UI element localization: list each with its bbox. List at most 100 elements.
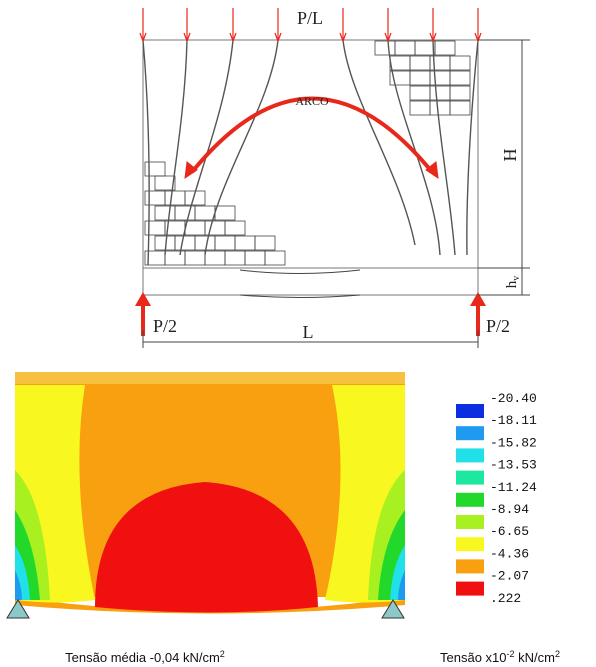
- beam-deflection: [239, 294, 361, 298]
- legend-label: -13.53: [490, 458, 537, 473]
- brick: [434, 40, 456, 56]
- caption-sup: 2: [555, 649, 560, 659]
- stress-contour: [6, 372, 405, 619]
- brick: [244, 250, 266, 266]
- caption-text: kN/cm: [515, 650, 555, 665]
- brick: [414, 40, 436, 56]
- load-arrow-head: [139, 32, 147, 43]
- brick: [409, 100, 431, 116]
- brick: [184, 220, 206, 236]
- legend: -20.40 -18.11 -15.82 -13.53 -11.24 -8.94 -6.65…: [456, 391, 537, 606]
- legend-label: -6.65: [490, 524, 529, 539]
- legend-label: -20.40: [490, 391, 537, 406]
- brick: [154, 205, 176, 221]
- brick: [374, 40, 396, 56]
- beam-deflection: [239, 269, 361, 274]
- load-arrow-head: [384, 32, 392, 43]
- arch-arrowheads: [184, 161, 439, 180]
- legend-swatch: [456, 426, 484, 441]
- brick: [194, 235, 216, 251]
- legend-label: -8.94: [490, 502, 529, 517]
- arch: [190, 96, 434, 174]
- height-label: H: [500, 149, 520, 162]
- brick: [164, 190, 186, 206]
- brick: [409, 85, 431, 101]
- contour-zone: [15, 597, 405, 614]
- hv-base: h: [504, 280, 520, 288]
- caption-left: Tensão média -0,04 kN/cm2: [65, 649, 225, 665]
- brick: [264, 250, 286, 266]
- bricks: [144, 40, 471, 266]
- brick: [184, 250, 206, 266]
- dimension-lines: [142, 39, 530, 348]
- brick: [144, 220, 166, 236]
- wall-outline: [142, 39, 479, 296]
- brick: [144, 190, 166, 206]
- arch-label: ARCO: [295, 94, 329, 108]
- brick: [204, 220, 226, 236]
- brick: [394, 40, 416, 56]
- brick: [144, 161, 166, 177]
- brick: [234, 235, 256, 251]
- brick: [449, 100, 471, 116]
- brick: [214, 205, 236, 221]
- left-reaction: P/2: [153, 316, 177, 336]
- brick: [224, 220, 246, 236]
- caption-text: Tensão média -0,04 kN/cm: [65, 650, 220, 665]
- legend-label: -15.82: [490, 435, 537, 450]
- right-reaction: P/2: [486, 316, 510, 336]
- legend-label: -4.36: [490, 546, 529, 561]
- brick: [194, 205, 216, 221]
- reaction-heads: [135, 292, 486, 306]
- legend-label: -18.11: [490, 413, 537, 428]
- beam-diagram: [135, 8, 530, 348]
- load-label: P/L: [297, 8, 323, 28]
- legend-swatch: [456, 492, 484, 507]
- legend-swatch: [456, 470, 484, 485]
- brick: [429, 100, 451, 116]
- brick: [254, 235, 276, 251]
- load-paths: [142, 39, 479, 266]
- load-arrow-head: [339, 32, 347, 43]
- brick: [409, 55, 431, 71]
- load-arrow-head: [274, 32, 282, 43]
- legend-label: -11.24: [490, 480, 537, 495]
- brick: [429, 70, 451, 86]
- brick: [449, 85, 471, 101]
- legend-swatch: [456, 559, 484, 574]
- legend-label: -2.07: [490, 569, 529, 584]
- hv-label: hv: [504, 276, 522, 289]
- brick: [214, 235, 236, 251]
- caption-sup: -2: [507, 649, 515, 659]
- contour-zone: [15, 372, 405, 384]
- brick: [449, 55, 471, 71]
- legend-swatch: [456, 515, 484, 529]
- brick: [174, 235, 196, 251]
- brick: [204, 250, 226, 266]
- brick: [174, 205, 196, 221]
- legend-swatch: [456, 537, 484, 552]
- legend-swatch: [456, 404, 484, 418]
- distributed-load: [139, 8, 482, 43]
- brick: [409, 70, 431, 86]
- load-arrow-head: [474, 32, 482, 43]
- brick: [389, 55, 411, 71]
- load-arrow-head: [429, 32, 437, 43]
- brick: [154, 175, 176, 191]
- caption-sup: 2: [220, 649, 225, 659]
- load-arrow-head: [229, 32, 237, 43]
- legend-swatch: [456, 581, 484, 596]
- brick: [224, 250, 246, 266]
- caption-text: Tensão x10: [440, 650, 507, 665]
- span-label: L: [303, 322, 314, 342]
- contour-zone: [95, 482, 318, 613]
- hv-sub: v: [511, 276, 522, 281]
- legend-swatch: [456, 448, 484, 463]
- supports: [6, 599, 405, 619]
- legend-label: .222: [490, 591, 521, 606]
- caption-right: Tensão x10-2 kN/cm2: [440, 649, 560, 665]
- brick: [164, 250, 186, 266]
- brick: [429, 85, 451, 101]
- brick: [449, 70, 471, 86]
